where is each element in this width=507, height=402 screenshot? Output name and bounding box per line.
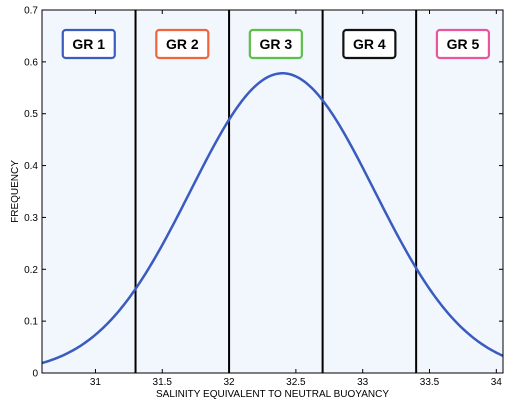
y-tick-label: 0.7 — [24, 6, 38, 17]
group-label: GR 3 — [259, 36, 292, 52]
group-label: GR 2 — [166, 36, 199, 52]
x-tick-label: 33 — [357, 377, 369, 388]
x-tick-label: 33.5 — [420, 377, 440, 388]
group-label-box — [155, 28, 210, 60]
group-label-box — [61, 28, 116, 60]
x-tick-label: 32.5 — [286, 377, 306, 388]
y-tick-label: 0.4 — [24, 161, 38, 172]
group-label-box — [248, 28, 303, 60]
y-tick-label: 0.2 — [24, 265, 38, 276]
x-tick-label: 32 — [224, 377, 236, 388]
x-axis-label: SALINITY EQUIVALENT TO NEUTRAL BUOYANCY — [156, 389, 389, 400]
group-boundaries — [134, 10, 418, 373]
group-label-box — [435, 28, 491, 60]
y-tick-label: 0.3 — [24, 213, 38, 224]
frequency-curve — [41, 72, 504, 365]
plot-frame — [41, 9, 504, 374]
y-tick-label: 0 — [32, 369, 38, 380]
x-axis-ticks: 31 31.5 32 32.5 33 33.5 34 — [90, 10, 502, 388]
y-axis-label: FREQUENCY — [10, 160, 21, 223]
x-tick-label: 31.5 — [153, 377, 173, 388]
y-tick-label: 0.5 — [24, 109, 38, 120]
group-label: GR 1 — [72, 36, 105, 52]
group-labels: GR 1 GR 2 GR 3 GR 4 GR 5 — [61, 28, 491, 60]
y-tick-label: 0.1 — [24, 317, 38, 328]
x-tick-label: 34 — [491, 377, 503, 388]
y-axis-ticks: 0 0.1 0.2 0.3 0.4 0.5 0.6 0.7 — [24, 6, 503, 380]
group-label-box — [342, 28, 397, 60]
group-label: GR 4 — [353, 36, 386, 52]
y-tick-label: 0.6 — [24, 57, 38, 68]
x-tick-label: 31 — [90, 377, 102, 388]
group-label: GR 5 — [447, 36, 480, 52]
